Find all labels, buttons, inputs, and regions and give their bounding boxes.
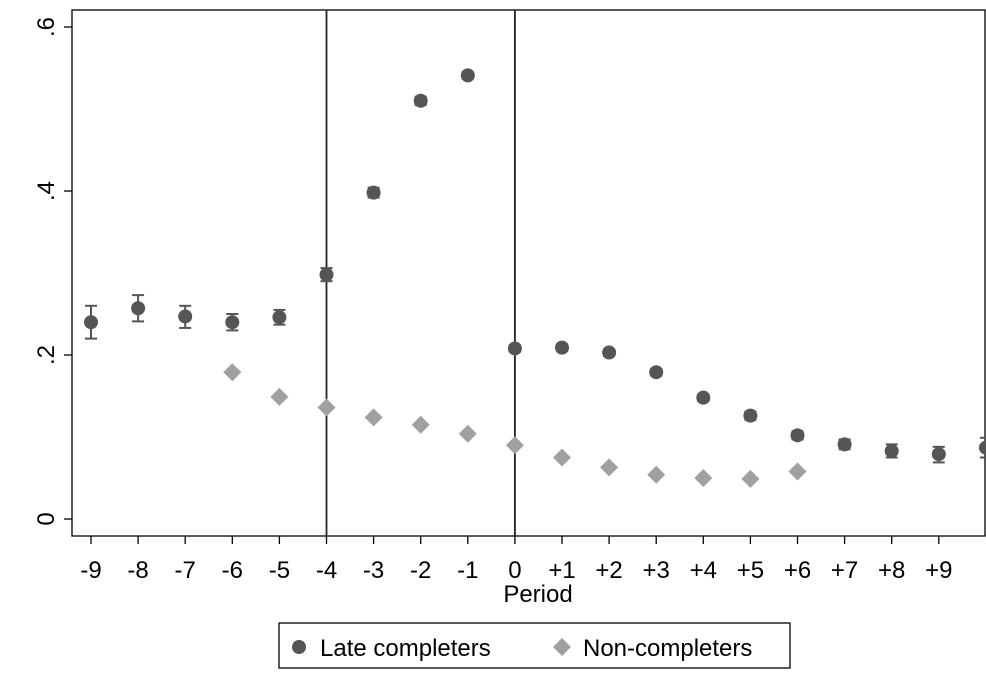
late-completers-point: [931, 447, 946, 462]
non-completers-point: [270, 387, 289, 406]
late-completers-point: [696, 390, 711, 405]
non-completers-point: [411, 415, 430, 434]
non-completers-point: [223, 363, 242, 382]
legend: Late completers Non-completers: [278, 622, 791, 669]
x-tick-label: -9: [80, 557, 101, 584]
x-tick-label: +2: [595, 557, 622, 584]
late-completers-point: [460, 68, 475, 83]
late-completers-point: [131, 301, 146, 316]
late-completers-point: [225, 315, 240, 330]
x-tick-label: +4: [690, 557, 717, 584]
x-tick-label: -4: [316, 557, 337, 584]
late-completers-point: [272, 310, 287, 325]
x-tick-label: -6: [222, 557, 243, 584]
legend-late-completers-marker: [292, 640, 306, 654]
x-tick-label: -3: [363, 557, 384, 584]
non-completers-point: [694, 469, 713, 487]
x-axis-title: Period: [503, 581, 572, 608]
late-completers-point: [884, 443, 899, 458]
x-tick-label: +7: [831, 557, 858, 584]
late-completers-point: [555, 340, 569, 355]
legend-non-completers-label: Non-completers: [583, 635, 752, 662]
x-tick-label: +5: [737, 557, 764, 584]
non-completers-point: [647, 465, 666, 484]
late-completers-point: [413, 93, 428, 108]
y-tick-label: .6: [33, 17, 60, 37]
late-completers-point: [178, 309, 193, 324]
x-tick-label: 0: [508, 557, 521, 584]
legend-non-completers-marker: [553, 638, 571, 656]
x-tick-label: -5: [269, 557, 290, 584]
late-completers-point: [837, 437, 852, 452]
non-completers-point: [553, 448, 571, 467]
error-bars: [85, 71, 986, 464]
late-completers-point: [649, 365, 664, 380]
x-tick-label: -1: [457, 557, 478, 584]
y-tick-label: .2: [33, 345, 60, 365]
late-completers-point: [319, 267, 334, 282]
late-completers-point: [790, 428, 805, 443]
late-completers-point: [507, 341, 522, 356]
non-completers-point: [600, 458, 619, 477]
y-tick-label: .4: [33, 181, 60, 201]
x-tick-label: -7: [175, 557, 196, 584]
axes: [64, 9, 986, 544]
y-tick-label: 0: [33, 512, 60, 525]
late-completers-point: [366, 185, 381, 200]
late-completers-point: [743, 408, 758, 423]
non-completers-point: [741, 469, 760, 488]
plot-frame: [71, 9, 986, 537]
x-tick-label: -8: [127, 557, 148, 584]
non-completers-point: [317, 398, 336, 417]
reference-lines: [325, 10, 516, 536]
non-completers-point: [788, 462, 807, 481]
x-tick-label: +1: [548, 557, 575, 584]
non-completers-point: [364, 408, 383, 427]
x-tick-label: +6: [784, 557, 811, 584]
late-completers-point: [602, 345, 617, 360]
late-completers-point: [84, 315, 98, 330]
late-completers-point: [978, 440, 986, 455]
x-tick-label: +3: [643, 557, 670, 584]
x-tick-label: +8: [878, 557, 905, 584]
non-completers-point: [505, 436, 524, 455]
x-tick-label: +9: [925, 557, 952, 584]
tick-labels: 0 .2 .4 .6 -9 -8 -7 -6 -5 -4 -3 -2 -1 0 +1 +2 +3 +4 +5 +6 +7…: [33, 17, 952, 584]
non-completers-point: [458, 424, 477, 443]
data-markers: [84, 68, 986, 488]
legend-box: [278, 622, 791, 669]
x-tick-label: -2: [410, 557, 431, 584]
legend-late-completers-label: Late completers: [320, 635, 491, 662]
